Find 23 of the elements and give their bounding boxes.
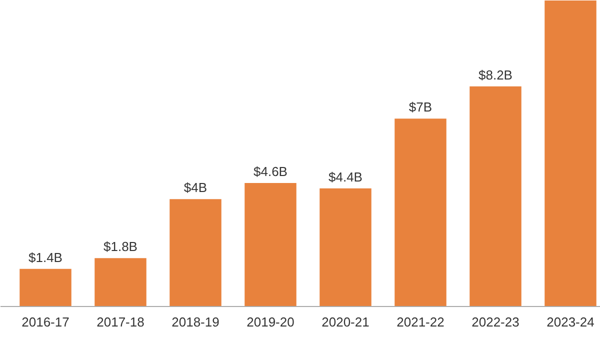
x-tick-label: 2020-21: [322, 314, 370, 330]
data-label: $7B: [408, 100, 432, 115]
data-label: $1.8B: [104, 239, 138, 254]
bar: [320, 188, 372, 306]
data-label: $4.6B: [254, 164, 288, 180]
bar: [20, 268, 72, 306]
bar: [244, 183, 296, 306]
bar: [170, 199, 222, 306]
data-label: $1.4B: [28, 250, 62, 265]
x-tick-label: 2018-19: [172, 314, 220, 330]
bar: [470, 86, 522, 306]
bar: [544, 0, 596, 306]
x-tick-label: 2022-23: [472, 314, 520, 330]
data-label: $8.2B: [478, 67, 512, 82]
data-label: $4B: [184, 180, 208, 196]
x-tick-label: 2023-24: [546, 314, 594, 330]
data-label: $4.4B: [328, 169, 362, 184]
x-tick-label: 2017-18: [96, 314, 144, 330]
bar: [394, 118, 446, 306]
x-tick-label: 2016-17: [22, 314, 70, 330]
x-tick-label: 2021-22: [396, 314, 444, 330]
bar: [94, 258, 146, 306]
x-tick-label: 2019-20: [246, 314, 294, 330]
